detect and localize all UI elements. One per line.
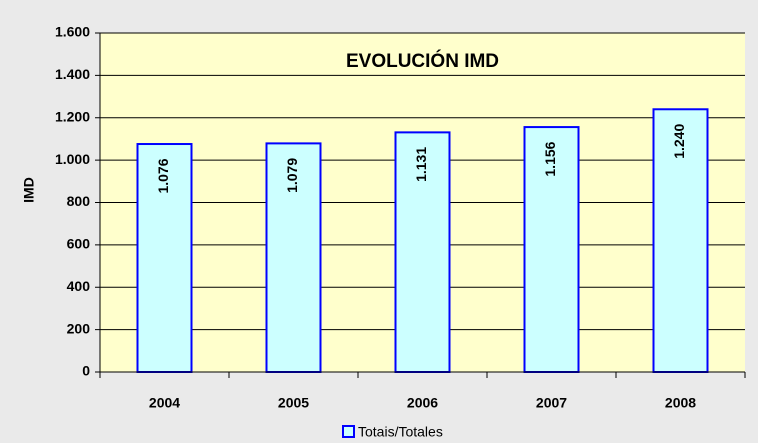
x-tick-label: 2006: [407, 395, 438, 411]
y-tick-label: 800: [67, 193, 91, 209]
value-label: 1.156: [542, 141, 558, 176]
legend-label: Totais/Totales: [358, 424, 443, 440]
bar: [652, 108, 709, 374]
x-tick-label: 2008: [665, 395, 696, 411]
y-tick-label: 200: [67, 320, 91, 336]
bar: [523, 126, 580, 374]
y-tick-label: 1.000: [55, 151, 90, 167]
value-label: 1.131: [413, 147, 429, 182]
y-tick-label: 0: [82, 363, 90, 379]
value-label: 1.240: [671, 124, 687, 159]
legend-marker: [342, 425, 355, 438]
bar: [265, 142, 322, 373]
y-tick-label: 1.200: [55, 108, 90, 124]
y-tick-label: 1.400: [55, 66, 90, 82]
value-label: 1.076: [155, 158, 171, 193]
y-tick-label: 1.600: [55, 24, 90, 40]
x-tick-label: 2005: [278, 395, 309, 411]
y-axis-label: IMD: [21, 177, 37, 203]
value-label: 1.079: [284, 158, 300, 193]
x-tick-label: 2007: [536, 395, 567, 411]
bar: [394, 131, 451, 373]
bar: [136, 143, 193, 373]
x-tick-label: 2004: [149, 395, 180, 411]
y-tick-label: 400: [67, 278, 91, 294]
y-tick-label: 600: [67, 236, 91, 252]
chart-title: EVOLUCIÓN IMD: [346, 50, 499, 72]
